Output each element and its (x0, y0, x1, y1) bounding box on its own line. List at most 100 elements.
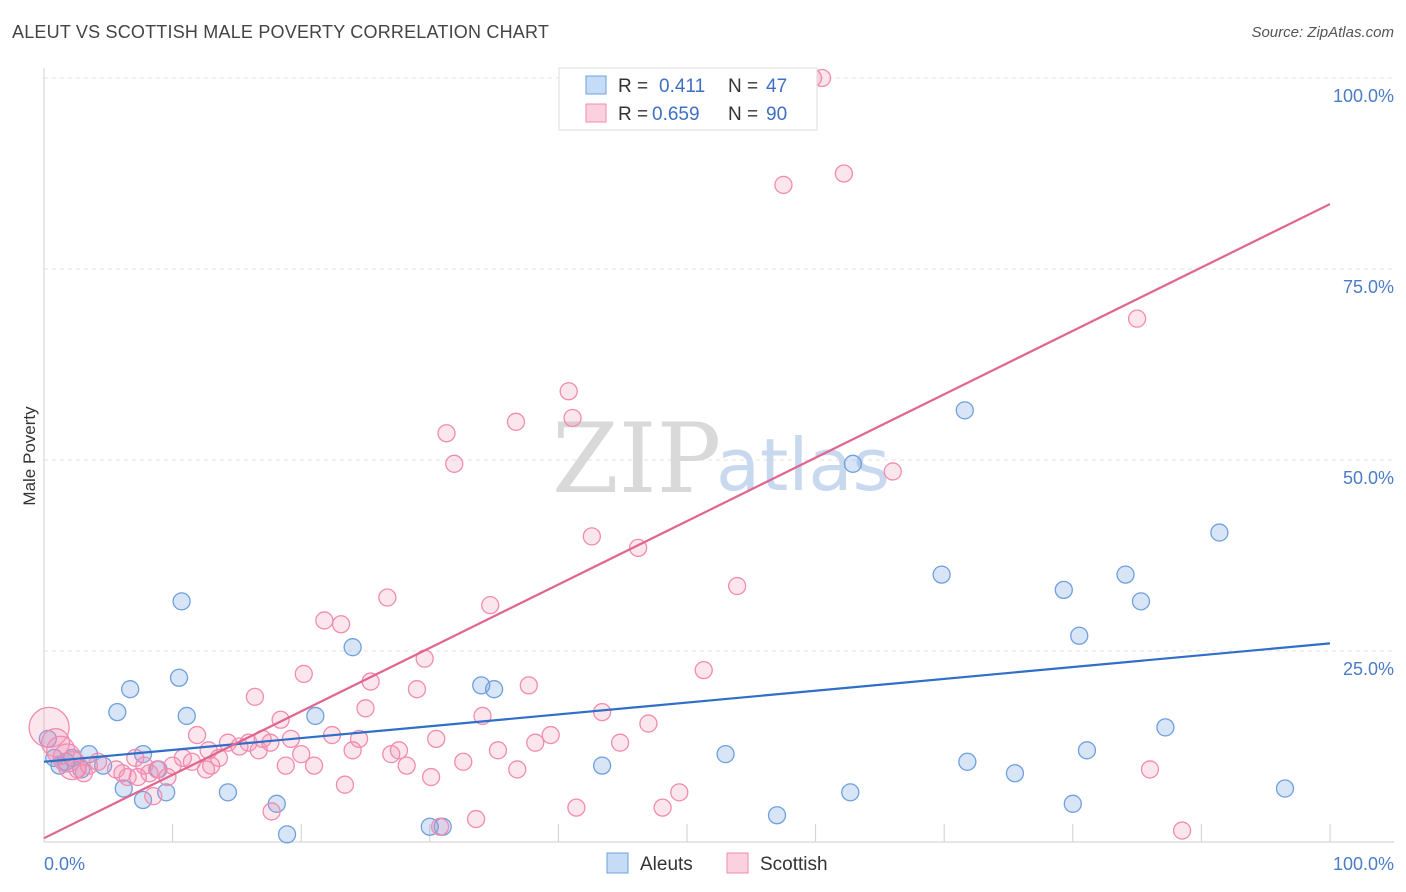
point-scottish (202, 756, 221, 775)
series-legend-label-scottish: Scottish (760, 854, 828, 875)
point-aleuts (133, 790, 153, 810)
y-axis-label: Male Poverty (20, 406, 39, 506)
point-aleuts (955, 401, 974, 420)
point-aleuts (1156, 718, 1175, 737)
point-scottish (610, 733, 630, 752)
axes (43, 68, 1394, 843)
point-scottish (421, 767, 441, 787)
point-scottish (427, 729, 446, 749)
point-scottish (653, 798, 672, 817)
point-scottish (187, 725, 207, 745)
point-scottish (466, 809, 486, 829)
point-scottish (245, 687, 265, 706)
legend-n-label-aleuts: N = (728, 76, 758, 97)
legend-r-aleuts: 0.411 (659, 76, 705, 97)
point-scottish (331, 615, 351, 634)
point-aleuts (277, 825, 297, 844)
point-scottish (454, 752, 473, 771)
point-scottish (389, 741, 409, 760)
point-aleuts (767, 806, 787, 825)
point-scottish (118, 767, 137, 787)
point-scottish (1172, 821, 1192, 840)
point-aleuts (843, 454, 863, 473)
point-aleuts (1116, 565, 1135, 584)
point-scottish (28, 706, 70, 749)
point-scottish (292, 744, 311, 764)
stats-legend: R = 0.411 N = 47 R = 0.659 N = 90 (558, 67, 818, 131)
point-scottish (834, 164, 854, 183)
legend-n-aleuts: 47 (766, 76, 787, 97)
legend-n-scottish: 90 (766, 104, 787, 125)
x-tick-labels: 0.0% 100.0% (44, 854, 1394, 874)
point-scottish (488, 741, 508, 760)
point-scottish (356, 699, 375, 718)
point-aleuts (1005, 764, 1025, 783)
point-scottish (728, 576, 747, 596)
y-tick-labels: 25.0% 50.0% 75.0% 100.0% (1333, 86, 1394, 679)
chart-source: Source: ZipAtlas.com (1251, 24, 1394, 41)
y-tick-label: 25.0% (1343, 659, 1394, 679)
point-aleuts (1077, 741, 1097, 760)
x-tick-min: 0.0% (44, 854, 85, 874)
series-legend-swatch-scottish (726, 852, 749, 874)
point-scottish (563, 408, 582, 428)
point-scottish (567, 798, 586, 817)
point-scottish (541, 725, 560, 745)
point-scottish (294, 664, 313, 684)
grid-lines (44, 77, 1394, 652)
point-scottish (639, 714, 658, 733)
point-aleuts (169, 668, 189, 687)
point-scottish (437, 424, 456, 443)
point-scottish (582, 527, 601, 546)
trend-lines (43, 203, 1331, 840)
point-aleuts (958, 752, 977, 771)
chart-title: ALEUT VS SCOTTISH MALE POVERTY CORRELATI… (12, 22, 550, 42)
point-aleuts (114, 779, 133, 798)
point-scottish (397, 756, 416, 775)
point-aleuts (1275, 779, 1295, 798)
point-scottish (774, 175, 793, 195)
point-scottish (276, 756, 295, 775)
point-scottish (144, 787, 163, 806)
point-aleuts (306, 706, 325, 726)
point-scottish (670, 783, 689, 802)
point-scottish (1127, 309, 1147, 328)
point-scottish (335, 775, 355, 794)
point-scottish (559, 382, 578, 401)
point-aleuts (716, 744, 735, 764)
point-scottish (349, 729, 369, 749)
trend-line-aleuts (43, 642, 1331, 763)
point-aleuts (1210, 523, 1229, 542)
watermark: ZIP atlas (552, 403, 890, 515)
y-tick-label: 50.0% (1343, 468, 1394, 488)
point-scottish (694, 660, 713, 680)
point-aleuts (1131, 592, 1151, 611)
point-aleuts (932, 565, 951, 584)
legend-swatch-scottish (585, 103, 607, 123)
legend-r-label-aleuts: R = (618, 76, 648, 97)
point-aleuts (218, 783, 238, 802)
series-legend-swatch-aleuts (606, 852, 629, 874)
point-scottish (407, 680, 427, 699)
point-scottish (883, 462, 902, 481)
point-aleuts (121, 680, 140, 699)
point-scottish (361, 672, 380, 691)
point-scottish (592, 702, 612, 722)
point-scottish (1140, 760, 1160, 779)
legend-r-label-scottish: R = (618, 104, 648, 125)
point-aleuts (420, 817, 439, 836)
trend-line-scottish (43, 203, 1331, 840)
point-aleuts (177, 706, 196, 726)
point-scottish (343, 741, 362, 760)
point-aleuts (1070, 626, 1089, 645)
y-tick-label: 75.0% (1343, 277, 1394, 297)
point-scottish (508, 760, 527, 779)
point-scottish (262, 802, 281, 821)
point-scottish (526, 733, 545, 752)
point-scottish (304, 756, 324, 775)
point-scottish (506, 412, 526, 431)
point-scottish (445, 454, 464, 473)
x-tick-max: 100.0% (1333, 854, 1394, 874)
point-scottish (378, 588, 397, 607)
